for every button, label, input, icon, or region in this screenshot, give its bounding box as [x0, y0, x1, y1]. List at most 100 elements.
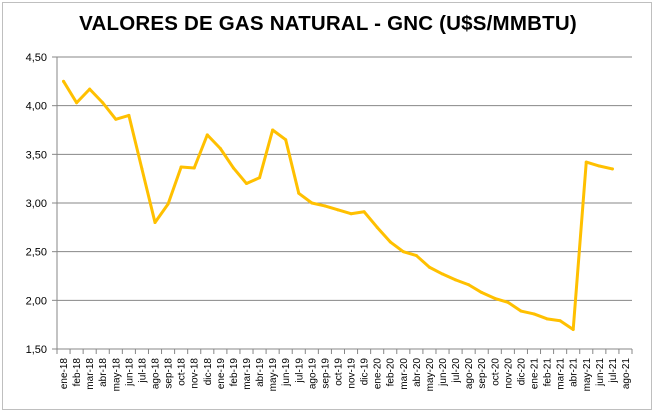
- x-tick-label: feb-19: [229, 358, 240, 387]
- x-axis-ticks: ene-18 feb-18 mar-18 abr-18 may-18 jun-18 jul-…: [56, 349, 633, 392]
- x-tick-label: may-21: [582, 358, 593, 392]
- x-tick-label: jun-21: [595, 358, 606, 387]
- data-point: [388, 240, 392, 244]
- data-point: [362, 210, 366, 214]
- data-point: [218, 146, 222, 150]
- series-line: [62, 79, 614, 332]
- data-point: [571, 328, 575, 332]
- y-tick-label: 2,00: [26, 295, 47, 307]
- data-point: [532, 312, 536, 316]
- y-tick-label: 2,50: [26, 247, 47, 259]
- data-point: [166, 202, 170, 206]
- x-tick-label: mar-21: [556, 358, 567, 390]
- y-tick-label: 4,00: [26, 101, 47, 113]
- data-point: [349, 212, 353, 216]
- data-point: [597, 164, 601, 168]
- data-point: [414, 254, 418, 258]
- data-point: [427, 265, 431, 269]
- x-tick-label: jul-19: [294, 358, 305, 384]
- data-point: [323, 204, 327, 208]
- x-tick-label: may-20: [425, 358, 436, 392]
- data-point: [493, 296, 497, 300]
- x-tick-label: dic-19: [360, 358, 371, 386]
- x-tick-label: abr-20: [412, 358, 423, 387]
- data-point: [336, 208, 340, 212]
- x-tick-label: feb-21: [543, 358, 554, 387]
- data-point: [62, 79, 66, 83]
- x-tick-label: nov-19: [347, 358, 358, 389]
- x-tick-label: ago-19: [307, 358, 318, 390]
- data-point: [454, 278, 458, 282]
- x-tick-label: feb-18: [72, 358, 83, 387]
- data-point: [153, 220, 157, 224]
- x-tick-label: ene-20: [373, 358, 384, 390]
- data-point: [244, 182, 248, 186]
- x-tick-label: ago-18: [151, 358, 162, 390]
- x-tick-label: ago-21: [621, 358, 632, 390]
- data-point: [480, 291, 484, 295]
- data-point: [271, 128, 275, 132]
- data-point: [558, 319, 562, 323]
- data-point: [584, 160, 588, 164]
- data-point: [506, 300, 510, 304]
- data-point: [519, 309, 523, 313]
- x-tick-label: abr-18: [98, 358, 109, 387]
- x-tick-label: oct-18: [177, 358, 188, 386]
- data-point: [101, 101, 105, 105]
- y-tick-label: 3,50: [26, 149, 47, 161]
- data-point: [140, 167, 144, 171]
- data-point: [297, 191, 301, 195]
- data-point: [205, 133, 209, 137]
- x-tick-label: nov-20: [503, 358, 514, 389]
- data-point: [310, 201, 314, 205]
- data-point: [258, 176, 262, 180]
- x-tick-label: sep-19: [320, 358, 331, 389]
- x-tick-label: feb-20: [386, 358, 397, 387]
- x-tick-label: abr-21: [569, 358, 580, 387]
- x-tick-label: sep-20: [477, 358, 488, 389]
- data-point: [401, 250, 405, 254]
- series-line-group: [62, 79, 614, 332]
- data-point: [75, 101, 79, 105]
- y-tick-label: 4,50: [26, 52, 47, 64]
- x-tick-label: mar-18: [85, 358, 96, 390]
- x-tick-label: ene-19: [216, 358, 227, 390]
- data-point: [375, 225, 379, 229]
- data-point: [284, 138, 288, 142]
- data-point: [441, 272, 445, 276]
- x-tick-label: dic-20: [516, 358, 527, 386]
- x-tick-label: nov-18: [190, 358, 201, 389]
- gridlines: [57, 56, 632, 301]
- x-tick-label: jun-20: [438, 358, 449, 387]
- data-point: [179, 165, 183, 169]
- x-tick-label: ago-20: [464, 358, 475, 390]
- y-tick-label: 1,50: [26, 344, 47, 356]
- x-tick-label: abr-19: [255, 358, 266, 387]
- data-point: [231, 166, 235, 170]
- data-point: [88, 87, 92, 91]
- data-point: [192, 166, 196, 170]
- y-axis-ticks: 1,50 2,00 2,50 3,00 3,50 4,00 4,50: [26, 52, 57, 356]
- x-tick-label: ene-18: [59, 358, 70, 390]
- x-tick-label: oct-20: [490, 358, 501, 386]
- x-tick-label: jun-18: [124, 358, 135, 387]
- data-point: [114, 117, 118, 121]
- x-tick-label: jun-19: [281, 358, 292, 387]
- data-point: [610, 167, 614, 171]
- x-tick-label: jul-20: [451, 358, 462, 384]
- x-tick-label: sep-18: [164, 358, 175, 389]
- x-tick-label: dic-18: [203, 358, 214, 386]
- x-tick-label: mar-20: [399, 358, 410, 390]
- x-tick-label: mar-19: [242, 358, 253, 390]
- x-tick-label: jul-18: [137, 358, 148, 384]
- x-tick-label: may-19: [268, 358, 279, 392]
- y-tick-label: 3,00: [26, 198, 47, 210]
- chart-title: VALORES DE GAS NATURAL - GNC (U$S/MMBTU): [79, 12, 577, 35]
- x-tick-label: jul-21: [608, 358, 619, 384]
- x-tick-label: oct-19: [333, 358, 344, 386]
- data-point: [467, 283, 471, 287]
- data-point: [127, 113, 131, 117]
- data-point: [545, 317, 549, 321]
- x-tick-label: may-18: [111, 358, 122, 392]
